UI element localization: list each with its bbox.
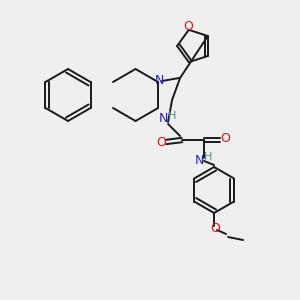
Text: O: O: [210, 223, 220, 236]
Text: N: N: [194, 154, 204, 166]
Text: N: N: [158, 112, 168, 125]
Text: H: H: [168, 111, 176, 121]
Text: N: N: [154, 74, 164, 88]
Text: O: O: [156, 136, 166, 148]
Text: O: O: [183, 20, 193, 33]
Text: H: H: [204, 152, 212, 162]
Text: O: O: [220, 133, 230, 146]
